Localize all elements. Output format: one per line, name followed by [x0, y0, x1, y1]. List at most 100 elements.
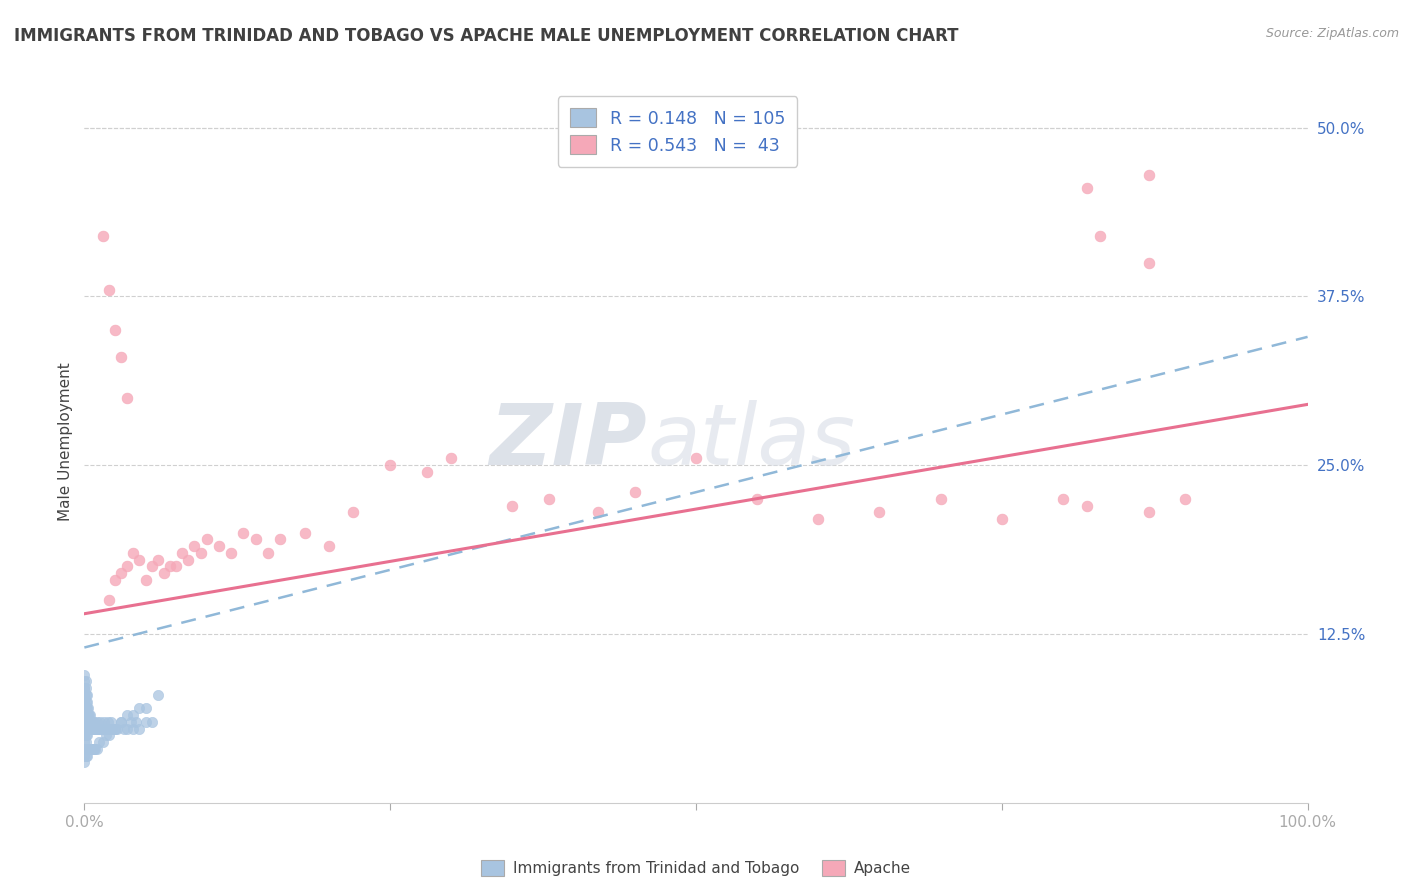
Point	[128, 722, 150, 736]
Point	[101, 722, 124, 736]
Point	[86, 722, 108, 736]
Point	[929, 491, 952, 506]
Point	[1137, 505, 1160, 519]
Point	[91, 722, 114, 736]
Point	[96, 728, 118, 742]
Point	[342, 505, 364, 519]
Point	[135, 714, 157, 729]
Point	[79, 714, 101, 729]
Point	[1076, 499, 1098, 513]
Point	[77, 741, 100, 756]
Point	[93, 714, 115, 729]
Point	[110, 566, 132, 581]
Point	[76, 708, 98, 723]
Point	[79, 741, 101, 756]
Point	[83, 714, 105, 729]
Point	[94, 722, 117, 736]
Y-axis label: Male Unemployment: Male Unemployment	[58, 362, 73, 521]
Point	[1052, 491, 1074, 506]
Point	[97, 283, 120, 297]
Point	[82, 741, 104, 756]
Point	[991, 512, 1014, 526]
Point	[77, 714, 100, 729]
Point	[73, 728, 96, 742]
Point	[122, 708, 145, 723]
Point	[104, 573, 127, 587]
Point	[75, 681, 97, 695]
Point	[75, 748, 97, 763]
Point	[76, 701, 98, 715]
Point	[104, 722, 127, 736]
Point	[97, 593, 120, 607]
Point	[75, 701, 97, 715]
Point	[128, 552, 150, 566]
Point	[73, 741, 96, 756]
Point	[73, 688, 96, 702]
Text: ZIP: ZIP	[489, 400, 647, 483]
Point	[110, 714, 132, 729]
Point	[86, 741, 108, 756]
Point	[586, 505, 609, 519]
Point	[84, 722, 107, 736]
Point	[73, 694, 96, 708]
Point	[73, 681, 96, 695]
Point	[73, 748, 96, 763]
Point	[83, 741, 105, 756]
Point	[747, 491, 769, 506]
Point	[73, 714, 96, 729]
Point	[87, 722, 110, 736]
Point	[115, 722, 138, 736]
Point	[77, 722, 100, 736]
Point	[87, 722, 110, 736]
Point	[76, 688, 98, 702]
Point	[76, 748, 98, 763]
Point	[115, 708, 138, 723]
Point	[76, 722, 98, 736]
Point	[120, 714, 142, 729]
Point	[73, 667, 96, 681]
Point	[96, 722, 118, 736]
Point	[73, 756, 96, 770]
Point	[416, 465, 439, 479]
Point	[76, 714, 98, 729]
Point	[146, 688, 169, 702]
Point	[685, 451, 707, 466]
Point	[318, 539, 340, 553]
Point	[77, 701, 100, 715]
Point	[122, 722, 145, 736]
Point	[104, 722, 127, 736]
Point	[73, 722, 96, 736]
Point	[807, 512, 830, 526]
Point	[232, 525, 254, 540]
Point	[122, 546, 145, 560]
Point	[73, 722, 96, 736]
Point	[73, 694, 96, 708]
Point	[869, 505, 891, 519]
Point	[86, 714, 108, 729]
Point	[90, 722, 112, 736]
Point	[1076, 181, 1098, 195]
Point	[97, 714, 120, 729]
Point	[80, 714, 103, 729]
Point	[269, 533, 291, 547]
Point	[73, 708, 96, 723]
Point	[73, 701, 96, 715]
Point	[502, 499, 524, 513]
Point	[77, 741, 100, 756]
Point	[73, 735, 96, 749]
Point	[165, 559, 187, 574]
Point	[82, 714, 104, 729]
Point	[1174, 491, 1197, 506]
Point	[87, 735, 110, 749]
Point	[77, 714, 100, 729]
Point	[190, 546, 212, 560]
Point	[135, 573, 157, 587]
Text: atlas: atlas	[647, 400, 855, 483]
Point	[183, 539, 205, 553]
Point	[538, 491, 561, 506]
Point	[294, 525, 316, 540]
Point	[208, 539, 231, 553]
Point	[73, 728, 96, 742]
Point	[105, 722, 128, 736]
Point	[177, 552, 200, 566]
